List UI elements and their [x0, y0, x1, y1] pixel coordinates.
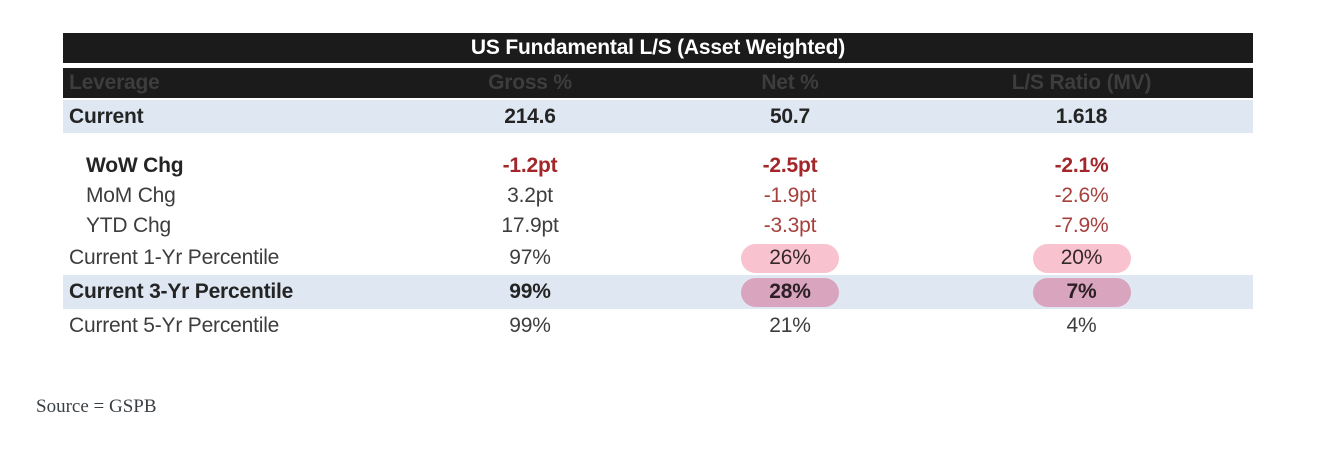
pct-1yr-net-cell: 26%	[670, 243, 910, 273]
mom-chg-label: MoM Chg	[86, 184, 176, 207]
current-net-value: 50.7	[769, 104, 811, 128]
pct-3yr-ls-highlight: 7%	[1032, 277, 1131, 307]
row-3yr-percentile: Current 3-Yr Percentile 99% 28% 7%	[63, 275, 1253, 309]
pct-1yr-net-highlight: 26%	[741, 243, 839, 273]
mom-chg-gross-value: 3.2pt	[507, 184, 553, 207]
ytd-chg-net-value: -3.3pt	[763, 214, 817, 237]
pct-1yr-ls-highlight: 20%	[1032, 243, 1131, 273]
mom-chg-net-value: -1.9pt	[763, 184, 817, 207]
leverage-table: US Fundamental L/S (Asset Weighted) Leve…	[63, 33, 1253, 343]
pct-3yr-net-highlight: 28%	[741, 277, 839, 307]
row-5yr-percentile: Current 5-Yr Percentile 99% 21% 4%	[63, 309, 1253, 343]
col-header-leverage: Leverage	[69, 71, 160, 94]
col-header-net: Net %	[761, 71, 819, 94]
current-label: Current	[69, 104, 144, 128]
wow-chg-net-value: -2.5pt	[762, 154, 818, 177]
ytd-chg-label: YTD Chg	[86, 214, 171, 237]
row-current: Current 214.6 50.7 1.618	[63, 100, 1253, 133]
mom-chg-ls-value: -2.6%	[1054, 184, 1109, 207]
pct-5yr-net-value: 21%	[769, 314, 811, 337]
ytd-chg-ls-value: -7.9%	[1054, 214, 1109, 237]
col-header-ls-ratio: L/S Ratio (MV)	[1011, 71, 1152, 94]
pct-5yr-label: Current 5-Yr Percentile	[69, 314, 280, 337]
current-ls-value: 1.618	[1055, 104, 1108, 128]
pct-5yr-ls-value: 4%	[1066, 314, 1097, 337]
pct-3yr-gross-value: 99%	[509, 280, 551, 303]
wow-chg-gross-value: -1.2pt	[502, 154, 558, 177]
row-ytd-chg: YTD Chg 17.9pt -3.3pt -7.9%	[63, 211, 1253, 241]
pct-5yr-gross-value: 99%	[509, 314, 551, 337]
pct-1yr-gross-value: 97%	[509, 246, 551, 269]
row-wow-chg: WoW Chg -1.2pt -2.5pt -2.1%	[63, 151, 1253, 181]
wow-chg-label: WoW Chg	[86, 154, 184, 177]
ytd-chg-gross-value: 17.9pt	[501, 214, 559, 237]
current-gross-value: 214.6	[504, 104, 556, 128]
wow-chg-ls-value: -2.1%	[1054, 154, 1109, 177]
col-header-gross: Gross %	[488, 71, 572, 94]
source-note: Source = GSPB	[36, 396, 157, 417]
column-header-row: Leverage Gross % Net % L/S Ratio (MV)	[63, 68, 1253, 98]
row-1yr-percentile: Current 1-Yr Percentile 97% 26% 20%	[63, 241, 1253, 275]
pct-3yr-net-cell: 28%	[670, 277, 910, 307]
pct-1yr-ls-cell: 20%	[910, 243, 1253, 273]
pct-3yr-label: Current 3-Yr Percentile	[69, 280, 294, 303]
pct-3yr-ls-cell: 7%	[910, 277, 1253, 307]
pct-1yr-label: Current 1-Yr Percentile	[69, 246, 280, 269]
table-title: US Fundamental L/S (Asset Weighted)	[470, 36, 846, 59]
table-title-bar: US Fundamental L/S (Asset Weighted)	[63, 33, 1253, 63]
row-mom-chg: MoM Chg 3.2pt -1.9pt -2.6%	[63, 181, 1253, 211]
